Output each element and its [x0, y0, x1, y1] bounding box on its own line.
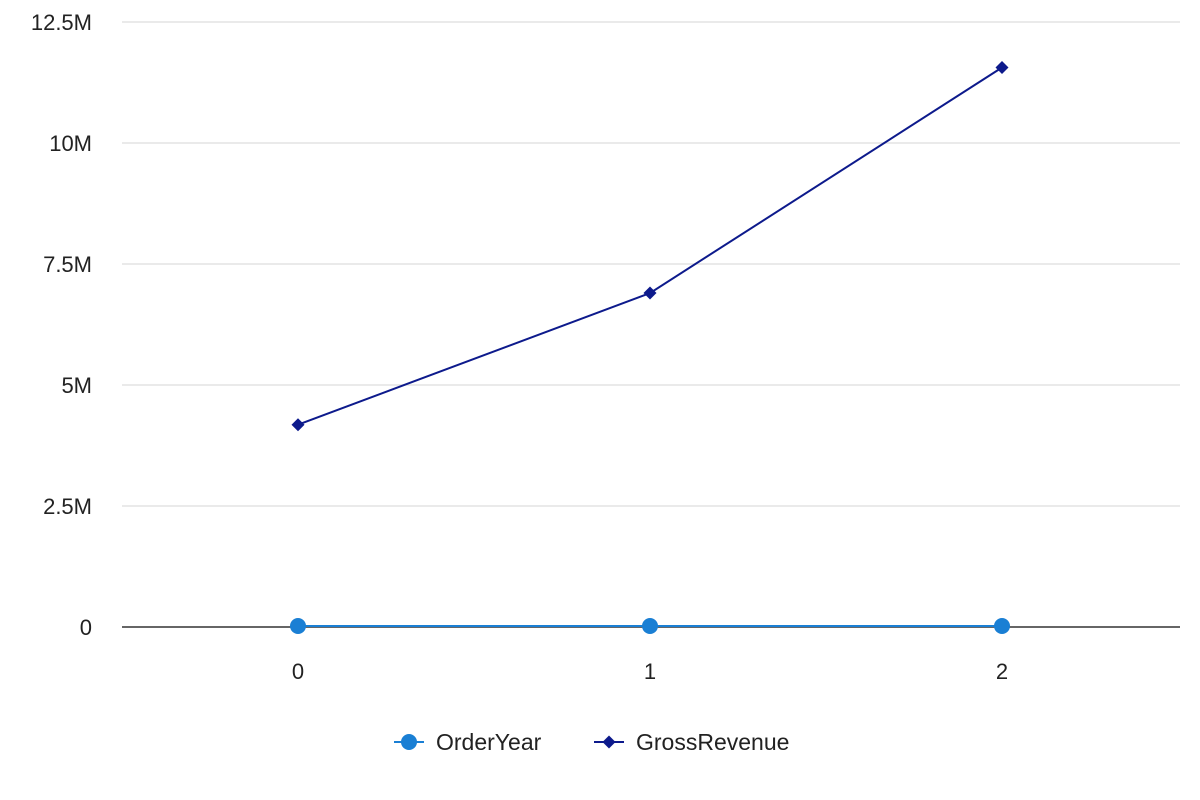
series-line[interactable] — [297, 66, 1003, 426]
y-tick-label: 5M — [61, 373, 92, 398]
series-group — [290, 60, 1010, 634]
data-point[interactable] — [642, 618, 658, 634]
data-point[interactable] — [290, 618, 306, 634]
data-point[interactable] — [995, 60, 1009, 74]
legend-item-orderyear[interactable]: OrderYear — [394, 729, 542, 755]
grid-lines — [122, 21, 1180, 507]
x-tick-label: 2 — [996, 659, 1008, 684]
x-tick-label: 1 — [644, 659, 656, 684]
legend[interactable]: OrderYear GrossRevenue — [394, 729, 789, 755]
x-tick-label: 0 — [292, 659, 304, 684]
axes: 0 2.5M 5M 7.5M 10M 12.5M 0 1 2 — [31, 10, 1180, 684]
y-tick-label: 7.5M — [43, 252, 92, 277]
data-point[interactable] — [643, 286, 657, 300]
data-point[interactable] — [291, 418, 305, 432]
legend-marker[interactable] — [602, 735, 616, 749]
legend-marker[interactable] — [401, 734, 417, 750]
legend-item-grossrevenue[interactable]: GrossRevenue — [594, 729, 789, 755]
y-tick-label: 0 — [80, 615, 92, 640]
legend-label: OrderYear — [436, 729, 542, 755]
y-tick-label: 2.5M — [43, 494, 92, 519]
y-tick-label: 12.5M — [31, 10, 92, 35]
series-orderyear — [290, 618, 1010, 634]
series-grossrevenue — [291, 60, 1009, 432]
data-point[interactable] — [994, 618, 1010, 634]
legend-label: GrossRevenue — [636, 729, 789, 755]
y-tick-label: 10M — [49, 131, 92, 156]
